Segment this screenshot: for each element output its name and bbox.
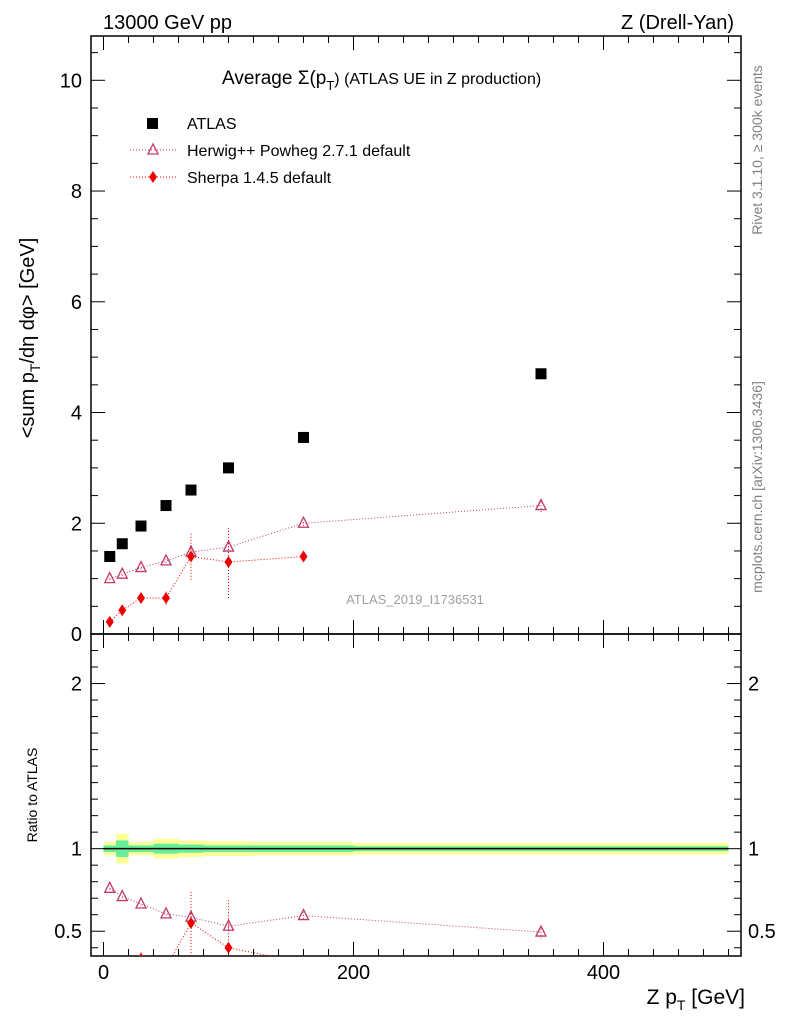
y-tick-label: 2: [71, 513, 82, 535]
atlas-point: [116, 538, 128, 550]
y-tick-label: 6: [71, 292, 82, 314]
atlas-point: [104, 550, 116, 562]
herwig-point: [297, 515, 310, 528]
x-axis-title: Z pT [GeV]: [647, 986, 745, 1013]
atlas-point: [223, 462, 234, 474]
y-axis-title-main: <sum p: [17, 372, 39, 438]
ratio-herwig-point: [134, 896, 148, 909]
sherpa-point: [105, 615, 114, 628]
sherpa-point: [224, 556, 233, 569]
ratio-herwig-point: [116, 889, 129, 902]
ratio-herwig-point: [103, 880, 116, 893]
ratio-tick-label-right: 0.5: [748, 921, 776, 943]
sherpa-point: [137, 592, 145, 605]
y-axis-title-sub: T: [27, 363, 43, 372]
ratio-herwig-point: [297, 908, 310, 921]
ratio-sherpa-point: [118, 964, 126, 976]
herwig-point: [159, 553, 173, 566]
legend-sherpa-marker: [149, 171, 157, 183]
atlas-point: [135, 520, 147, 532]
x-tick-label: 0: [98, 962, 109, 984]
main-marks: [103, 368, 548, 628]
ratio-tick-label: 2: [71, 674, 82, 696]
ratio-sherpa-point: [187, 916, 195, 929]
herwig-point: [134, 560, 148, 573]
atlas-point: [535, 368, 547, 380]
atlas-point: [185, 484, 197, 496]
legend-atlas-marker: [147, 118, 158, 129]
process-label: Z (Drell-Yan): [621, 12, 734, 34]
series-line: [109, 505, 542, 580]
x-tick-label: 200: [337, 962, 370, 984]
y-tick-label: 4: [71, 403, 82, 425]
ratio-series-line: [109, 887, 542, 933]
x-axis-title-main: Z p: [647, 986, 677, 1009]
legend-sherpa-label: Sherpa 1.4.5 default: [187, 170, 332, 187]
y-tick-label: 8: [71, 181, 82, 203]
ratio-sherpa-point: [138, 952, 144, 956]
ratio-sherpa-point: [224, 941, 233, 954]
ratio-herwig-point: [534, 924, 548, 937]
ratio-sherpa-point: [300, 957, 308, 969]
plot-title-main: Average Σ(p: [222, 68, 326, 89]
sherpa-point: [118, 604, 127, 617]
herwig-point: [222, 539, 235, 552]
ratio-marks: [103, 880, 548, 976]
ratio-y-axis-title: Ratio to ATLAS: [24, 748, 40, 843]
main-axes: 0 2 4 6 8 10: [60, 35, 742, 646]
ratio-frame: [90, 633, 742, 957]
energy-label: 13000 GeV pp: [103, 12, 232, 34]
x-tick-label: 400: [587, 962, 620, 984]
analysis-id: ATLAS_2019_I1736531: [346, 592, 484, 607]
rivet-label: Rivet 3.1.10, ≥ 300k events: [749, 65, 765, 235]
y-axis-title-rest: /dη dφ> [GeV]: [17, 238, 39, 364]
legend: ATLAS Herwig++ Powheg 2.7.1 default Sher…: [130, 116, 411, 187]
plot-title-rest: ) (ATLAS UE in Z production): [334, 71, 541, 88]
legend-herwig-label: Herwig++ Powheg 2.7.1 default: [187, 143, 411, 160]
ratio-tick-label: 1: [71, 839, 82, 861]
y-tick-label: 0: [71, 624, 82, 646]
plot-title-sub: T: [326, 78, 334, 93]
x-axis-title-sub: T: [677, 997, 686, 1013]
mcplots-label: mcplots.cern.ch [arXiv:1306.3436]: [749, 381, 765, 593]
herwig-point: [116, 566, 129, 579]
x-axis-title-unit: [GeV]: [685, 986, 745, 1009]
herwig-point: [103, 571, 116, 584]
sherpa-point: [299, 550, 308, 563]
ratio-tick-label-right: 2: [748, 674, 759, 696]
atlas-point: [160, 500, 172, 512]
ratio-herwig-point: [222, 918, 235, 931]
ratio-axes: 0 200 400 0.5 0.5 1 1 2 2: [54, 633, 776, 984]
legend-atlas-label: ATLAS: [187, 116, 237, 133]
y-tick-label: 10: [60, 70, 82, 92]
atlas-point: [298, 431, 309, 443]
ratio-bands: [103, 833, 729, 864]
y-axis-title: <sum pT/dη dφ> [GeV]: [17, 238, 43, 439]
plot-title: Average Σ(pT) (ATLAS UE in Z production): [222, 68, 541, 93]
herwig-point: [534, 498, 548, 511]
ratio-tick-label-right: 1: [748, 839, 759, 861]
legend-herwig-marker: [146, 142, 160, 155]
ratio-tick-label: 0.5: [54, 921, 82, 943]
ratio-herwig-point: [159, 906, 173, 919]
sherpa-point: [187, 550, 195, 563]
sherpa-point: [162, 592, 170, 605]
ratio-sherpa-point: [162, 962, 170, 974]
